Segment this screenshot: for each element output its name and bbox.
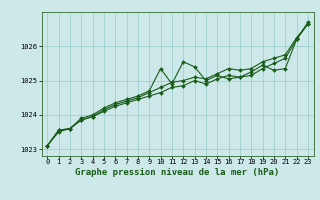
X-axis label: Graphe pression niveau de la mer (hPa): Graphe pression niveau de la mer (hPa) (76, 168, 280, 177)
